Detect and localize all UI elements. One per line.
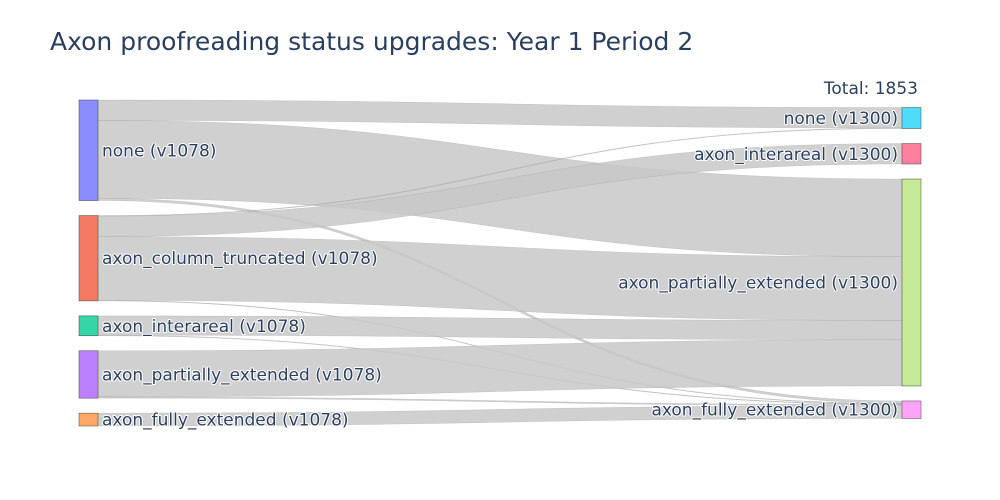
sankey-node-label-dst_inter: axon_interareal (v1300) xyxy=(694,145,898,165)
sankey-node-src_inter[interactable] xyxy=(78,315,99,337)
sankey-node-label-src_inter: axon_interareal (v1078) xyxy=(102,317,306,337)
sankey-node-dst_part[interactable] xyxy=(901,178,922,387)
sankey-node-src_col[interactable] xyxy=(78,215,99,302)
sankey-node-label-dst_none: none (v1300) xyxy=(784,109,898,129)
labels-layer: none (v1078) axon_column_truncated (v1078… xyxy=(101,108,899,432)
total-label: Total: 1853 xyxy=(823,79,918,99)
sankey-node-label-dst_part: axon_partially_extended (v1300) xyxy=(618,273,898,293)
sankey-node-label-src_part: axon_partially_extended (v1078) xyxy=(102,365,382,385)
sankey-node-dst_full[interactable] xyxy=(901,400,922,419)
sankey-node-dst_inter[interactable] xyxy=(901,143,922,165)
sankey-node-src_full[interactable] xyxy=(78,412,99,427)
chart-title: Axon proofreading status upgrades: Year … xyxy=(50,27,693,56)
sankey-node-label-src_none: none (v1078) xyxy=(102,141,216,161)
sankey-node-label-dst_full: axon_fully_extended (v1300) xyxy=(651,401,898,421)
nodes-layer xyxy=(78,99,922,427)
sankey-node-src_none[interactable] xyxy=(78,99,99,201)
sankey-node-src_part[interactable] xyxy=(78,350,99,399)
sankey-node-label-src_col: axon_column_truncated (v1078) xyxy=(102,249,378,269)
sankey-node-dst_none[interactable] xyxy=(901,107,922,129)
sankey-node-label-src_full: axon_fully_extended (v1078) xyxy=(102,411,349,431)
